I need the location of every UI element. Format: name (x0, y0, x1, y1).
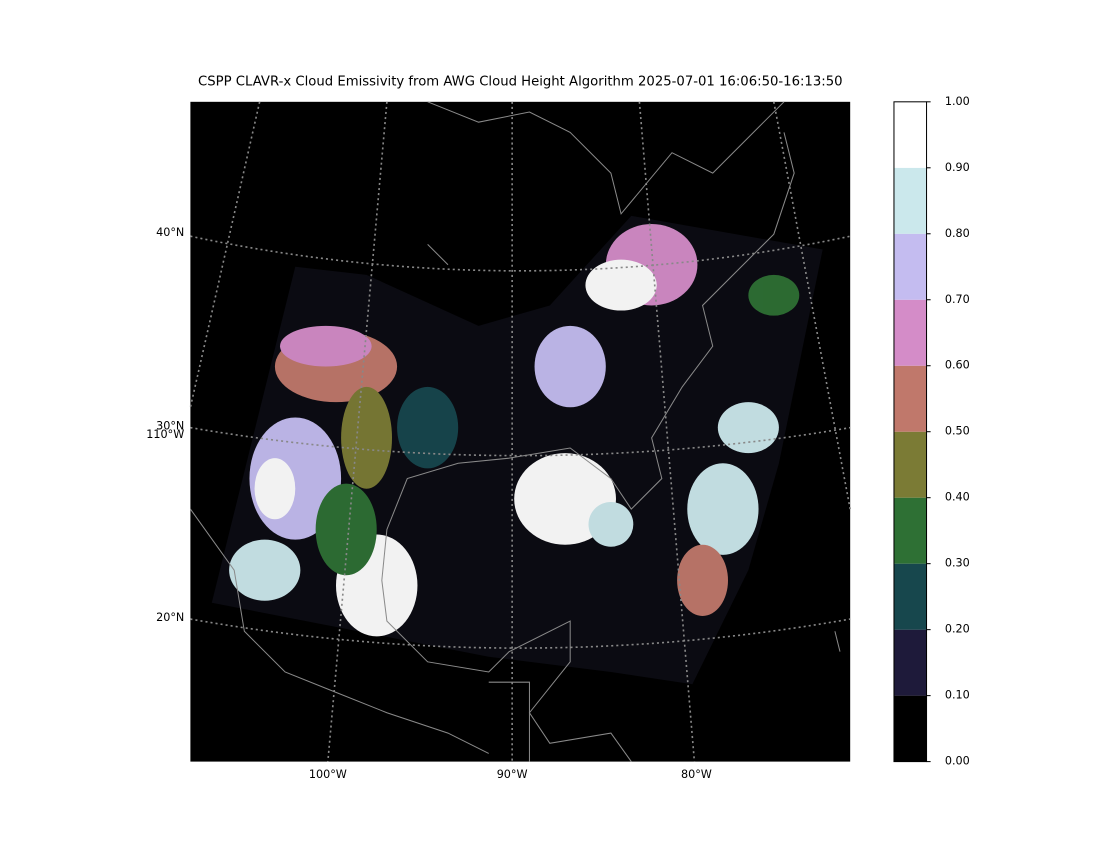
colorbar-tick-label: 0.20 (945, 623, 970, 636)
colorbar-tick-label: 0.80 (945, 227, 970, 240)
colorbar-tick-label: 0.10 (945, 689, 970, 702)
map (189, 101, 851, 762)
colorbar-segment (893, 431, 927, 498)
colorbar-segment (893, 563, 927, 630)
colorbar-tick-label: 0.00 (945, 755, 970, 768)
longitude-label: 100°W (309, 768, 347, 781)
graticule (189, 101, 851, 762)
colorbar-tick-label: 0.90 (945, 161, 970, 174)
colorbar-segment (893, 101, 927, 168)
colorbar-segment (893, 299, 927, 366)
latitude-label: 30°N (156, 420, 184, 433)
colorbar-segment (893, 497, 927, 564)
colorbar-tick-label: 0.70 (945, 293, 970, 306)
coastlines (189, 101, 841, 762)
colorbar: 0.00 0.10 0.20 0.30 0.40 0.50 0.60 0.70 0.80 0.90… (893, 95, 970, 768)
latitude-label: 40°N (156, 226, 184, 239)
colorbar-tick-label: 0.30 (945, 557, 970, 570)
colorbar-segment (893, 695, 927, 762)
longitude-label: 110°W (146, 428, 184, 441)
map-labels: 40°N 30°N 20°N 110°W 100°W 90°W 80°W (146, 226, 712, 781)
longitude-label: 90°W (497, 768, 528, 781)
colorbar-segment (893, 365, 927, 432)
colorbar-tick-label: 0.40 (945, 491, 970, 504)
colorbar-tick-label: 0.60 (945, 359, 970, 372)
colorbar-segment (893, 233, 927, 300)
longitude-label: 80°W (681, 768, 712, 781)
colorbar-segment (893, 167, 927, 234)
latitude-label: 20°N (156, 611, 184, 624)
map-title: CSPP CLAVR-x Cloud Emissivity from AWG C… (198, 74, 842, 89)
colorbar-tick-label: 1.00 (945, 95, 970, 108)
colorbar-tick-label: 0.50 (945, 425, 970, 438)
colorbar-segment (893, 629, 927, 696)
